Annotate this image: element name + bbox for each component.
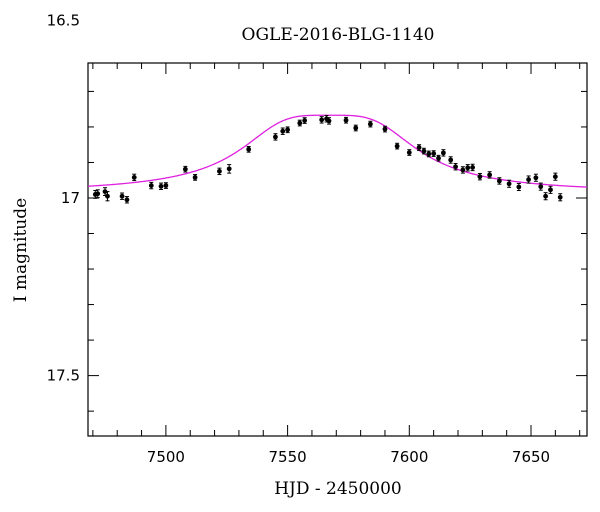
data-point	[148, 183, 154, 188]
data-point	[131, 174, 137, 180]
data-point	[95, 191, 101, 197]
data-point	[124, 197, 130, 203]
data-point	[552, 174, 558, 180]
data-point	[326, 118, 332, 124]
data-point	[448, 157, 454, 163]
data-point	[226, 166, 232, 172]
data-point	[192, 174, 198, 180]
data-point	[297, 120, 303, 126]
data-point	[280, 128, 286, 134]
data-point	[506, 181, 512, 187]
data-point	[431, 151, 437, 156]
data-point	[302, 118, 308, 123]
y-tick-label: 17.5	[47, 367, 80, 385]
y-axis-label: I magnitude	[11, 198, 31, 302]
plot-frame	[87, 62, 588, 437]
data-point	[105, 193, 110, 199]
data-point	[353, 125, 359, 131]
data-point	[460, 167, 466, 173]
data-point	[217, 168, 222, 174]
data-point	[285, 127, 290, 133]
data-point	[367, 121, 373, 127]
data-point	[382, 126, 388, 132]
x-tick-label: 7550	[269, 448, 307, 466]
x-tick-label: 7650	[512, 448, 550, 466]
data-point	[543, 193, 549, 199]
y-tick-label: 17	[61, 189, 80, 207]
data-point	[343, 117, 349, 123]
data-point	[496, 178, 502, 184]
data-point	[440, 150, 446, 156]
chart-title: OGLE-2016-BLG-1140	[242, 25, 435, 45]
data-point	[273, 134, 278, 140]
data-point	[406, 150, 412, 155]
data-point	[421, 148, 427, 154]
y-tick-label: 16.5	[47, 11, 80, 29]
data-point	[246, 146, 252, 152]
data-point	[533, 175, 539, 181]
x-tick-label: 7500	[147, 448, 185, 466]
data-point	[102, 189, 108, 194]
data-point	[548, 187, 553, 193]
data-point	[557, 194, 563, 200]
data-point	[538, 184, 544, 190]
plot-area: 7500 7550 7600 7650 16.5 17 17.5	[47, 11, 588, 466]
data-point	[453, 164, 458, 170]
model-curve	[87, 114, 588, 188]
data-point	[182, 166, 188, 172]
data-point	[487, 172, 493, 178]
x-tick-label: 7600	[390, 448, 428, 466]
data-point	[416, 145, 422, 150]
data-point	[465, 165, 471, 171]
x-axis-label: HJD - 2450000	[274, 479, 402, 499]
data-point	[516, 184, 522, 190]
data-point	[163, 183, 169, 188]
data-point	[470, 165, 475, 170]
data-point	[158, 183, 164, 189]
data-point	[477, 174, 483, 180]
data-point	[319, 117, 325, 123]
data-point	[436, 155, 441, 161]
data-point	[526, 177, 531, 182]
data-point	[394, 143, 400, 149]
data-point	[426, 151, 432, 157]
data-point	[119, 193, 125, 199]
